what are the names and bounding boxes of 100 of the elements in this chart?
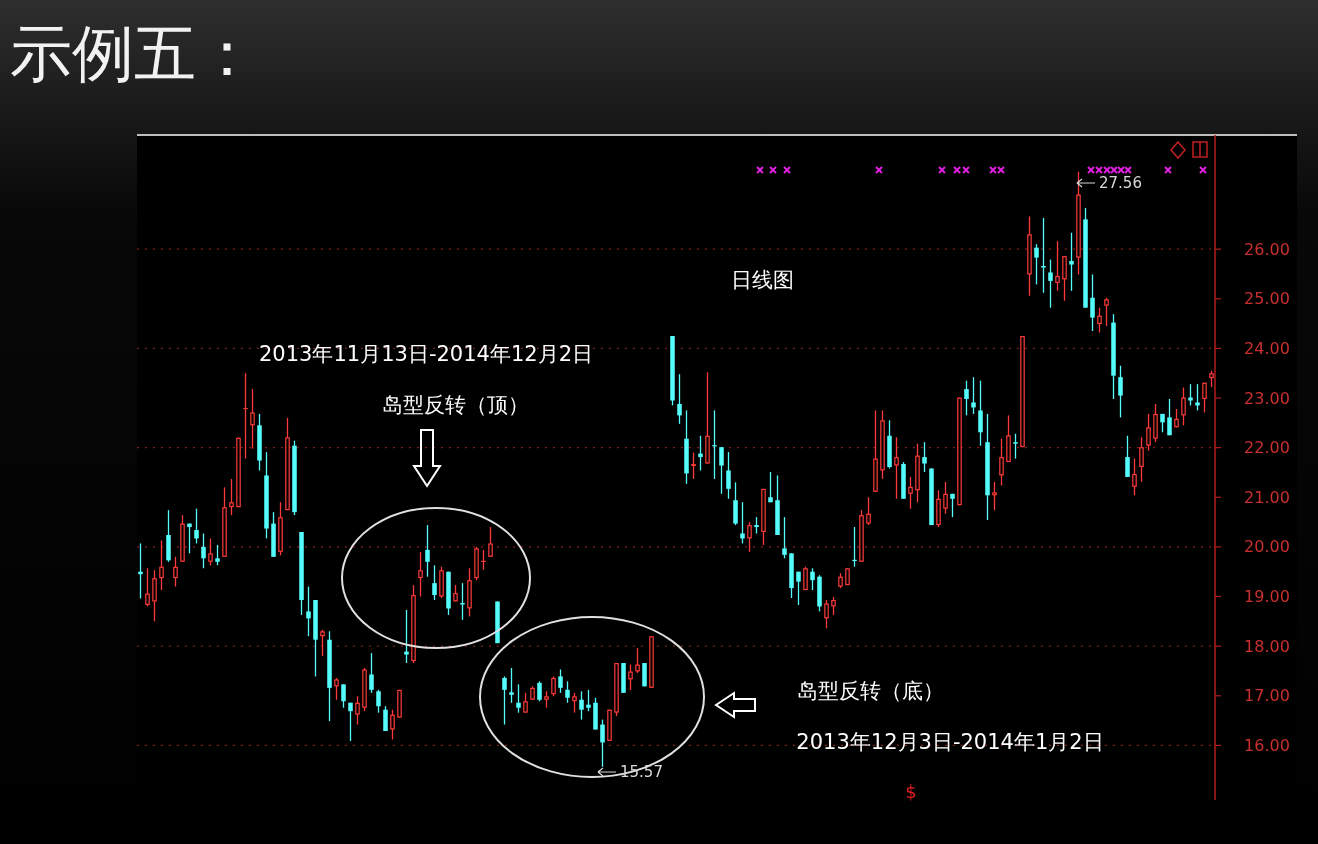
- candlestick: [600, 718, 605, 768]
- annotation: $: [905, 781, 917, 802]
- candlestick: [747, 521, 752, 553]
- candlestick: [145, 567, 150, 608]
- candlestick: [229, 478, 234, 516]
- candlestick: [1195, 383, 1200, 412]
- candlestick: [537, 680, 542, 702]
- candlestick: [1153, 403, 1158, 443]
- y-tick-label: 26.00: [1244, 239, 1290, 259]
- annotation: 15.57: [620, 763, 663, 781]
- candlestick: [796, 571, 801, 606]
- y-tick-label: 25.00: [1244, 289, 1290, 309]
- chart-title: 示例五：: [10, 17, 258, 90]
- candlestick: [481, 549, 486, 571]
- candlestick: [565, 680, 570, 704]
- candlestick: [698, 435, 703, 472]
- candlestick: [1139, 436, 1144, 483]
- candlestick: [1181, 386, 1186, 426]
- candlestick: [516, 683, 521, 714]
- candlestick: [1104, 297, 1109, 327]
- candlestick: [306, 585, 311, 637]
- candlestick: [712, 409, 717, 480]
- annotation: 日线图: [730, 268, 794, 292]
- candlestick: [719, 446, 724, 495]
- candlestick: [1013, 433, 1018, 460]
- candlestick: [964, 380, 969, 417]
- candlestick: [1167, 398, 1172, 436]
- candlestick: [768, 471, 773, 503]
- candlestick: [138, 542, 143, 600]
- candlestick: [369, 652, 374, 694]
- candlestick: [432, 564, 437, 601]
- annotation: 2013年11月13日-2014年12月2日: [259, 342, 593, 366]
- candlestick: [159, 539, 164, 591]
- candlestick: [488, 526, 493, 558]
- candlestick: [215, 544, 220, 566]
- annotation: 岛型反转（顶）: [381, 393, 529, 417]
- candlestick: [523, 692, 528, 714]
- candlestick: [1097, 307, 1102, 334]
- y-tick-label: 21.00: [1244, 487, 1290, 507]
- candlestick: [418, 551, 423, 598]
- candlestick: [824, 599, 829, 629]
- candlestick: [502, 675, 507, 726]
- candlestick: [341, 683, 346, 709]
- candlestick: [943, 481, 948, 515]
- candlestick: [1132, 457, 1137, 496]
- candlestick: [208, 537, 213, 566]
- candlestick: [320, 629, 325, 657]
- candlestick: [1202, 381, 1207, 414]
- candlestick: [999, 438, 1004, 487]
- y-tick-label: 16.00: [1244, 735, 1290, 755]
- candlestick: [908, 476, 913, 510]
- annotation: 岛型反转（底）: [796, 679, 944, 703]
- y-tick-label: 19.00: [1244, 587, 1290, 607]
- candlestick: [852, 526, 857, 568]
- candlestick: [1055, 240, 1060, 292]
- y-tick-label: 24.00: [1244, 338, 1290, 358]
- candlestick: [390, 709, 395, 741]
- candlestick: [1048, 258, 1053, 309]
- candlestick: [579, 690, 584, 721]
- candlestick: [978, 380, 983, 447]
- candlestick: [677, 373, 682, 425]
- candlestick: [1069, 232, 1074, 292]
- annotation: 27.56: [1099, 174, 1142, 192]
- y-tick-label: 23.00: [1244, 388, 1290, 408]
- candlestick: [733, 481, 738, 526]
- candlestick: [383, 705, 388, 732]
- candlestick: [551, 675, 556, 697]
- y-tick-label: 17.00: [1244, 686, 1290, 706]
- candlestick: [334, 677, 339, 701]
- candlestick: [425, 524, 430, 578]
- candlestick: [922, 441, 927, 473]
- candlestick: [971, 376, 976, 415]
- candlestick: [810, 567, 815, 591]
- candlestick: [355, 695, 360, 726]
- candlestick: [586, 689, 591, 712]
- candlestick: [1062, 255, 1067, 302]
- candlestick: [894, 436, 899, 500]
- candlestick: [782, 516, 787, 559]
- candlestick: [1090, 273, 1095, 332]
- candlestick: [866, 496, 871, 526]
- candlestick: [1034, 243, 1039, 286]
- candlestick: [1118, 365, 1123, 419]
- candlestick: [992, 481, 997, 511]
- candlestick: [572, 692, 577, 714]
- candlestick: [173, 556, 178, 588]
- candlestick: [1146, 413, 1151, 452]
- y-tick-label: 18.00: [1244, 636, 1290, 656]
- annotation: 2013年12月3日-2014年1月2日: [796, 730, 1104, 754]
- candlestick: [726, 451, 731, 500]
- y-tick-label: 20.00: [1244, 537, 1290, 557]
- candlestick: [1041, 217, 1046, 294]
- candlestick: [1125, 435, 1130, 478]
- candlestick: [243, 372, 248, 460]
- candlestick: [558, 668, 563, 694]
- candlestick: [376, 689, 381, 714]
- y-tick-label: 22.00: [1244, 438, 1290, 458]
- candlestick: [628, 663, 633, 691]
- candlestick: [1188, 383, 1193, 407]
- candlestick: [404, 609, 409, 664]
- candlestick: [348, 702, 353, 742]
